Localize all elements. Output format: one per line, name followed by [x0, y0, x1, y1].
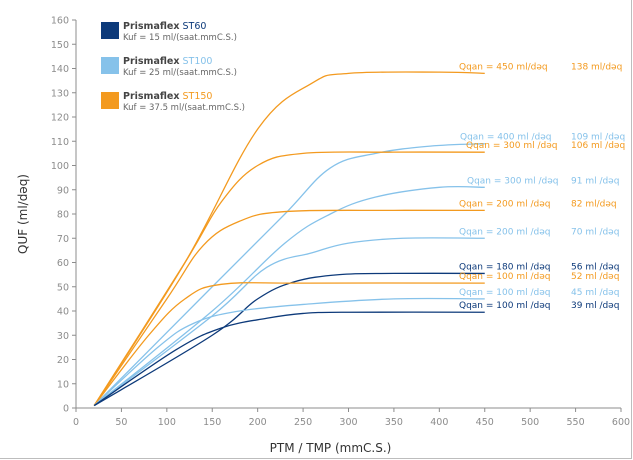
series-q-label-3: Qqan = 300 ml /dəq	[467, 176, 558, 186]
series-line-4	[93, 209, 485, 406]
x-tick-label: 500	[521, 417, 539, 428]
series-line-9	[93, 311, 485, 407]
legend-model-2: ST150	[179, 91, 212, 102]
legend-swatch-1	[101, 57, 119, 74]
x-tick-label: 100	[158, 417, 176, 428]
legend-kuf-2: Kuf = 37.5 ml/(saat.mmC.S.)	[123, 103, 245, 113]
series-q-label-4: Qqan = 200 ml /dəq	[459, 199, 550, 209]
series-value-label-7: 52 ml /dəq	[571, 272, 619, 282]
series-value-label-1: 109 ml /dəq	[571, 133, 625, 143]
series-labels: Qqan = 450 ml/dəq 138 ml/dəq Qqan = 400 ml…	[459, 62, 625, 311]
series-value-label-9: 39 ml /dəq	[571, 301, 619, 311]
series-q-label-2: Qqan = 300 ml /dəq	[466, 141, 557, 151]
x-tick-label: 150	[203, 417, 221, 428]
y-tick-label: 140	[51, 64, 69, 75]
series-q-label-6: Qqan = 180 ml /dəq	[459, 262, 550, 272]
series-value-label-5: 70 ml /dəq	[571, 227, 619, 237]
y-tick-label: 30	[57, 331, 69, 342]
legend-brand-0: Prismaflex	[123, 21, 179, 32]
y-tick-label: 10	[57, 379, 69, 390]
series-q-label-8: Qqan = 100 ml /dəq	[459, 288, 550, 298]
y-tick-label: 110	[51, 137, 69, 148]
series-group	[93, 71, 485, 407]
legend-kuf-0: Kuf = 15 ml/(saat.mmC.S.)	[123, 33, 237, 43]
y-tick-label: 70	[57, 234, 69, 245]
series-q-label-0: Qqan = 450 ml/dəq	[459, 62, 548, 72]
series-q-label-9: Qqan = 100 ml /dəq	[459, 301, 550, 311]
series-line-1	[93, 143, 485, 407]
y-tick-label: 0	[63, 404, 69, 415]
legend-brand-1: Prismaflex	[123, 56, 179, 67]
series-value-label-3: 91 ml /dəq	[571, 176, 619, 186]
legend-kuf-1: Kuf = 25 ml/(saat.mmC.S.)	[123, 68, 237, 78]
y-tick-label: 40	[57, 307, 69, 318]
x-axis-label: PTM / TMP (mmC.S.)	[270, 441, 392, 455]
y-tick-label: 100	[51, 161, 69, 172]
series-line-8	[93, 297, 485, 407]
series-value-label-4: 82 ml/dəq	[571, 199, 617, 209]
legend-name-2: Prismaflex ST150	[123, 91, 212, 102]
series-value-label-6: 56 ml /dəq	[571, 262, 619, 272]
x-tick-label: 50	[115, 417, 127, 428]
x-tick-label: 200	[249, 417, 267, 428]
legend-name-0: Prismaflex ST60	[123, 21, 206, 32]
y-tick-label: 120	[51, 113, 69, 124]
series-q-label-7: Qqan = 100 ml /dəq	[459, 272, 550, 282]
series-q-label-5: Qqan = 200 ml /dəq	[459, 227, 550, 237]
y-tick-label: 90	[57, 185, 69, 196]
series-line-7	[93, 282, 485, 406]
legend-swatch-2	[101, 92, 119, 109]
legend-swatch-0	[101, 22, 119, 39]
legend-model-1: ST100	[179, 56, 212, 67]
x-tick-label: 450	[476, 417, 494, 428]
x-tick-label: 0	[73, 417, 79, 428]
y-axis-label: QUF (ml/dəq)	[16, 174, 30, 254]
series-value-label-2: 106 ml /dəq	[571, 141, 625, 151]
legend-model-0: ST60	[179, 21, 206, 32]
y-tick-label: 160	[51, 16, 69, 27]
x-tick-label: 300	[339, 417, 357, 428]
x-tick-label: 550	[567, 417, 585, 428]
series-value-label-0: 138 ml/dəq	[571, 62, 622, 72]
series-line-6	[93, 272, 485, 407]
series-line-3	[93, 185, 485, 407]
x-tick-label: 350	[385, 417, 403, 428]
axes: 0 10 20 30 40 50 60 70 80 90 100 110 120 130 140 150 160…	[51, 16, 630, 429]
y-tick-label: 150	[51, 40, 69, 51]
y-tick-label: 20	[57, 355, 69, 366]
x-tick-label: 600	[612, 417, 630, 428]
series-line-2	[93, 151, 485, 406]
legend-name-1: Prismaflex ST100	[123, 56, 212, 67]
series-line-5	[93, 237, 485, 407]
x-tick-label: 400	[430, 417, 448, 428]
series-q-label-1: Qqan = 400 ml /dəq	[460, 133, 551, 143]
legend-brand-2: Prismaflex	[123, 91, 179, 102]
x-tick-label: 250	[294, 417, 312, 428]
y-tick-label: 80	[57, 210, 69, 221]
y-tick-label: 130	[51, 88, 69, 99]
y-tick-label: 60	[57, 258, 69, 269]
y-tick-label: 50	[57, 282, 69, 293]
series-value-label-8: 45 ml /dəq	[571, 288, 619, 298]
